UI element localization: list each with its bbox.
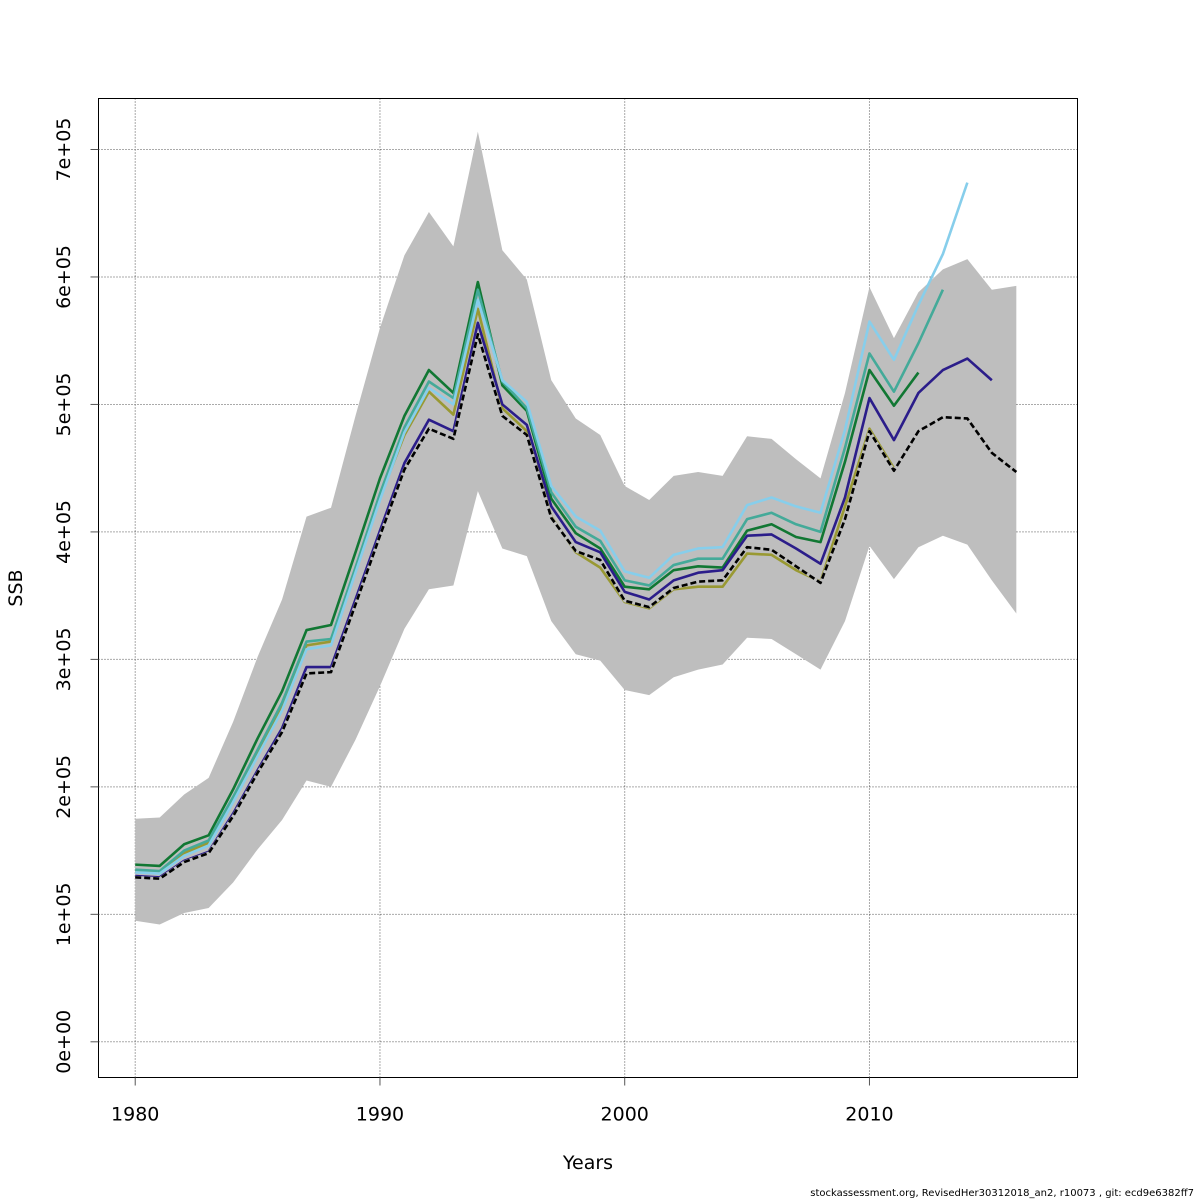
y-tick-label: 5e+05 (53, 373, 75, 437)
series-line-2013 (135, 288, 945, 873)
series-lines (135, 182, 1018, 881)
x-tick-label: 2000 (601, 1104, 649, 1126)
y-axis-title: SSB (5, 569, 27, 606)
y-tick-label: 0e+00 (53, 1010, 75, 1074)
x-axis-title: Years (562, 1152, 613, 1174)
y-tick-label: 3e+05 (53, 627, 75, 691)
x-tick-label: 1990 (356, 1104, 404, 1126)
y-tick-label: 1e+05 (53, 882, 75, 946)
plot-frame (98, 98, 1078, 1078)
footer-attribution: stockassessment.org, RevisedHer30312018_… (810, 1188, 1194, 1199)
y-tick-label: 4e+05 (53, 500, 75, 564)
y-tick-label: 2e+05 (53, 755, 75, 819)
series-line-2014 (135, 182, 969, 875)
x-tick-label: 1980 (111, 1104, 159, 1126)
y-tick-label: 6e+05 (53, 245, 75, 309)
x-tick-label: 2010 (845, 1104, 893, 1126)
y-tick-label: 7e+05 (53, 118, 75, 182)
series-line-2015 (135, 321, 993, 879)
x-axis: 1980 1990 2000 2010 (111, 1077, 894, 1126)
series-line-2016-final (135, 333, 1018, 880)
y-axis: 0e+00 1e+05 2e+05 3e+05 4e+05 5e+05 6e+05 7e+05 (53, 118, 99, 1074)
